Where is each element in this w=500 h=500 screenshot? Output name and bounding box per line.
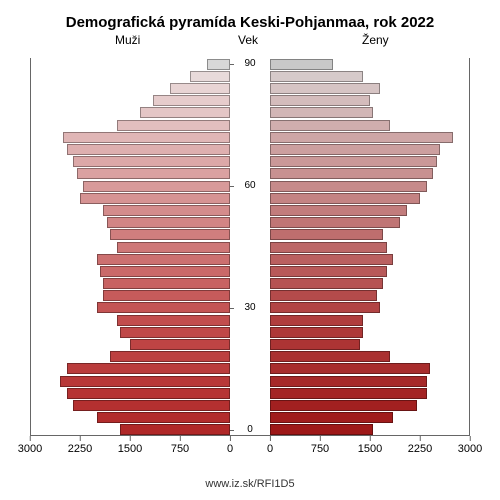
male-bar: [190, 71, 230, 82]
x-tick: 750: [171, 436, 189, 455]
female-bar: [270, 59, 333, 70]
male-bar: [120, 424, 230, 435]
female-bar: [270, 168, 433, 179]
male-bar: [140, 107, 230, 118]
female-bar: [270, 144, 440, 155]
women-label: Ženy: [362, 33, 389, 47]
x-tick: 3000: [18, 436, 42, 455]
axis-sublabels: Muži Vek Ženy: [0, 33, 500, 51]
male-bar: [77, 168, 230, 179]
male-bar: [67, 363, 230, 374]
male-bar: [107, 217, 230, 228]
female-bar: [270, 156, 437, 167]
male-bar: [120, 327, 230, 338]
pyramid-chart: 90 60 30 0: [30, 58, 470, 436]
male-bar: [67, 144, 230, 155]
male-bar: [73, 156, 230, 167]
age-tick-label: 0: [230, 425, 270, 435]
female-bar: [270, 266, 387, 277]
male-bar: [67, 388, 230, 399]
age-tick-label: 90: [230, 59, 270, 69]
male-bar: [100, 266, 230, 277]
male-half: [30, 58, 230, 435]
female-bar: [270, 363, 430, 374]
female-bar: [270, 290, 377, 301]
source-text: www.iz.sk/RFI1D5: [0, 478, 500, 490]
x-tick: 0: [267, 436, 273, 455]
male-bar: [80, 193, 230, 204]
male-bar: [153, 95, 230, 106]
age-tick-label: 30: [230, 303, 270, 313]
female-half: [270, 58, 470, 435]
chart-title: Demografická pyramída Keski-Pohjanmaa, r…: [0, 0, 500, 33]
female-bar: [270, 71, 363, 82]
male-bar: [97, 254, 230, 265]
age-tick-label: 60: [230, 181, 270, 191]
female-bar: [270, 412, 393, 423]
female-bar: [270, 120, 390, 131]
male-bar: [103, 290, 230, 301]
female-bar: [270, 181, 427, 192]
x-axis: 00750750150015002250225030003000: [30, 436, 470, 466]
female-bar: [270, 278, 383, 289]
male-bar: [83, 181, 230, 192]
female-bar: [270, 107, 373, 118]
female-bar: [270, 339, 360, 350]
male-bar: [63, 132, 230, 143]
female-bar: [270, 95, 370, 106]
female-bar: [270, 217, 400, 228]
male-bar: [60, 376, 230, 387]
male-bar: [103, 278, 230, 289]
female-bar: [270, 388, 427, 399]
female-bar: [270, 424, 373, 435]
male-bar: [117, 120, 230, 131]
female-bar: [270, 351, 390, 362]
female-bar: [270, 132, 453, 143]
men-label: Muži: [115, 33, 140, 47]
female-bar: [270, 376, 427, 387]
male-bar: [97, 412, 230, 423]
x-tick: 2250: [68, 436, 92, 455]
female-bar: [270, 254, 393, 265]
x-tick: 1500: [118, 436, 142, 455]
x-tick: 750: [311, 436, 329, 455]
male-bar: [110, 229, 230, 240]
female-bar: [270, 83, 380, 94]
male-bar: [110, 351, 230, 362]
x-tick: 2250: [408, 436, 432, 455]
male-bar: [117, 315, 230, 326]
age-label-header: Vek: [238, 33, 258, 47]
age-axis: [230, 58, 270, 435]
x-tick: 1500: [358, 436, 382, 455]
female-bar: [270, 302, 380, 313]
male-bar: [117, 242, 230, 253]
female-bar: [270, 327, 363, 338]
female-bar: [270, 400, 417, 411]
male-bar: [73, 400, 230, 411]
x-tick: 0: [227, 436, 233, 455]
male-bar: [97, 302, 230, 313]
female-bar: [270, 205, 407, 216]
male-bar: [207, 59, 230, 70]
female-bar: [270, 229, 383, 240]
female-bar: [270, 193, 420, 204]
female-bar: [270, 315, 363, 326]
male-bar: [103, 205, 230, 216]
female-bar: [270, 242, 387, 253]
x-tick: 3000: [458, 436, 482, 455]
male-bar: [170, 83, 230, 94]
male-bar: [130, 339, 230, 350]
